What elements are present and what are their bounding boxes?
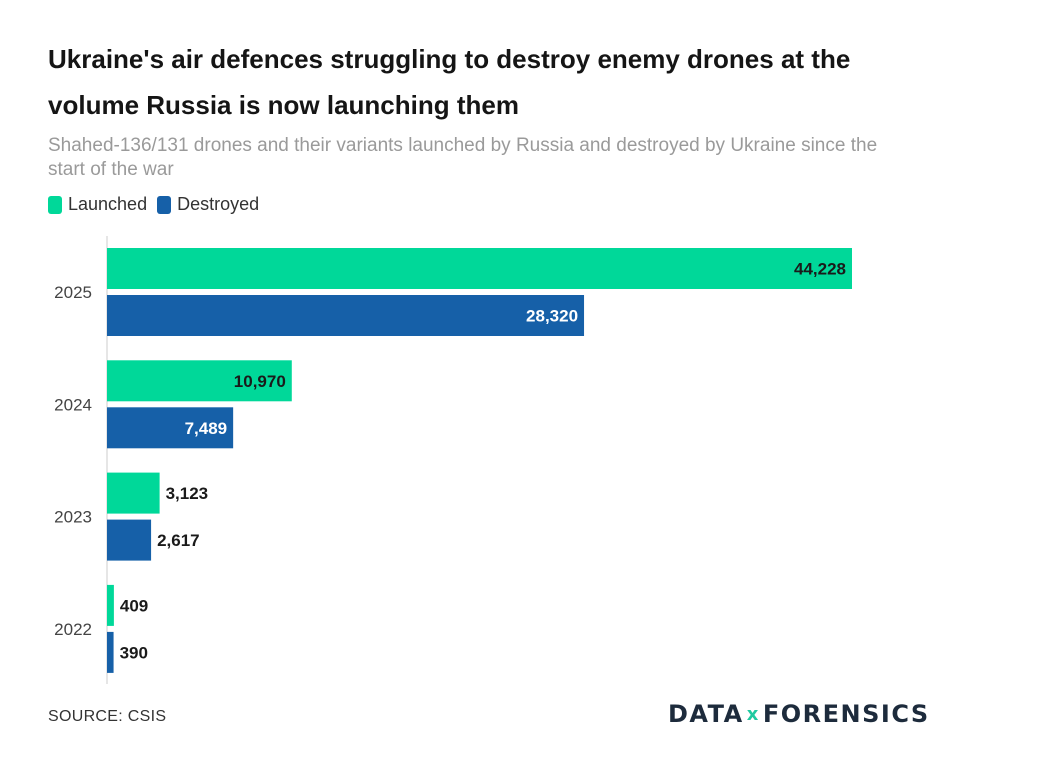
bar-destroyed (107, 295, 585, 336)
legend-swatch-launched (48, 195, 62, 214)
brand-mark: x (746, 703, 760, 725)
data-label-destroyed: 7,489 (185, 419, 228, 438)
source-note: SOURCE: CSIS (48, 708, 167, 725)
data-label-launched: 3,123 (166, 484, 209, 503)
bar-launched (107, 248, 852, 289)
legend-swatch-destroyed (157, 195, 172, 214)
legend-item-launched: Launched (48, 194, 147, 215)
bar-destroyed (107, 407, 234, 449)
legend: Launched Destroyed (48, 194, 269, 215)
legend-label-launched: Launched (68, 194, 148, 214)
bar-launched (107, 472, 160, 514)
bar-launched (107, 584, 114, 626)
data-label-launched: 10,970 (234, 372, 286, 391)
legend-label-destroyed: Destroyed (177, 194, 260, 214)
data-label-launched: 409 (120, 596, 148, 615)
data-label-destroyed: 2,617 (157, 531, 200, 550)
bar-launched (107, 360, 292, 402)
chart-title: Ukraine's air defences struggling to des… (48, 44, 851, 120)
data-label-destroyed: 28,320 (526, 307, 578, 326)
data-label-launched: 44,228 (794, 260, 846, 279)
category-label: 2023 (54, 508, 92, 527)
bar-destroyed (107, 631, 114, 673)
category-label: 2024 (54, 395, 92, 414)
bar-destroyed (107, 519, 152, 561)
chart-subtitle: Shahed-136/131 drones and their variants… (48, 135, 878, 180)
bar-chart: 2025 44,228 28,320 2024 10,970 7,489 2023 3,123… (54, 236, 852, 684)
brand-right: FORENSICS (762, 700, 930, 728)
legend-item-destroyed: Destroyed (157, 194, 259, 215)
brand-logo: DATA x FORENSICS (668, 700, 930, 728)
brand-left: DATA (668, 700, 744, 728)
category-label: 2025 (54, 283, 92, 302)
category-label: 2022 (54, 620, 92, 639)
data-label-destroyed: 390 (120, 643, 148, 662)
